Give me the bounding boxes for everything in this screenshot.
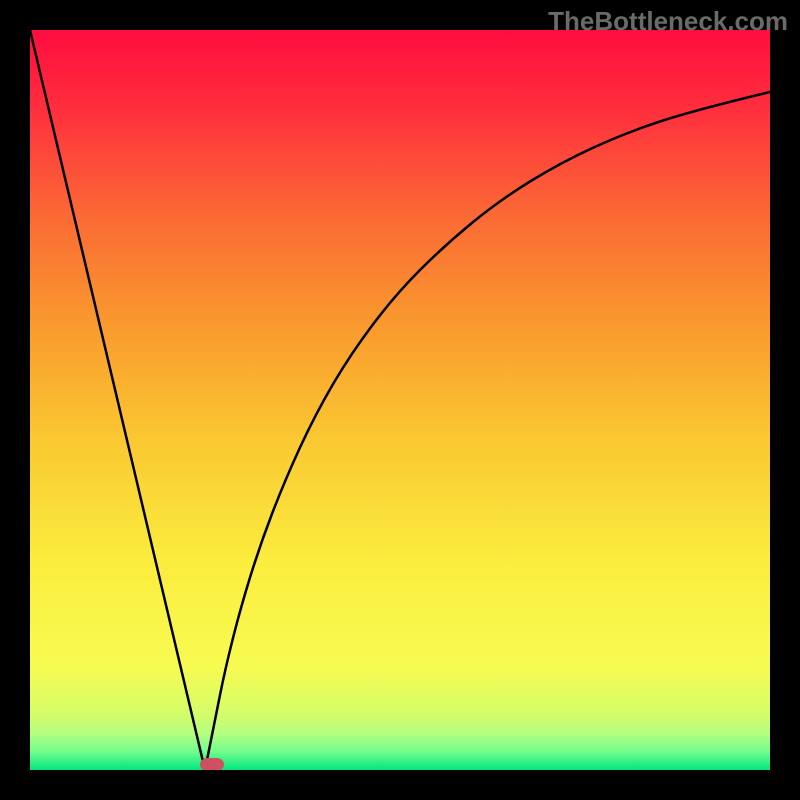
watermark-text: TheBottleneck.com: [548, 6, 788, 37]
chart-container: { "watermark": { "text": "TheBottleneck.…: [0, 0, 800, 800]
gradient-background: [30, 30, 770, 770]
recommendation-marker: [200, 758, 224, 771]
frame-border: [0, 0, 30, 800]
frame-border: [0, 770, 800, 800]
frame-border: [770, 0, 800, 800]
bottleneck-chart: [0, 0, 800, 800]
